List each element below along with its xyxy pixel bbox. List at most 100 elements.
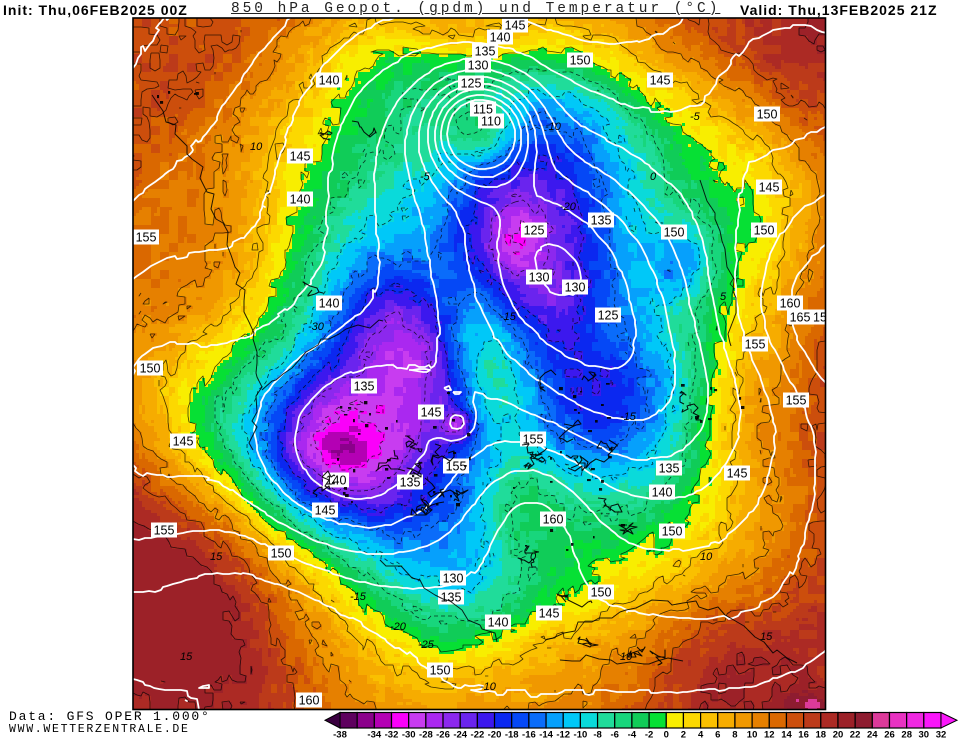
svg-text:140: 140 — [488, 616, 509, 630]
svg-text:10: 10 — [250, 141, 263, 153]
svg-text:145: 145 — [759, 181, 780, 195]
svg-text:-15: -15 — [500, 311, 517, 323]
svg-text:140: 140 — [490, 31, 511, 45]
svg-text:125: 125 — [524, 224, 545, 238]
svg-text:-32: -32 — [385, 730, 399, 741]
svg-text:10: 10 — [700, 551, 713, 563]
svg-text:145: 145 — [315, 504, 336, 518]
svg-text:-30: -30 — [402, 730, 416, 741]
svg-text:20: 20 — [833, 730, 844, 741]
svg-text:155: 155 — [136, 231, 157, 245]
svg-text:0: 0 — [664, 730, 669, 741]
svg-text:22: 22 — [850, 730, 861, 741]
svg-text:10: 10 — [620, 651, 633, 663]
svg-text:135: 135 — [591, 214, 612, 228]
svg-text:110: 110 — [481, 115, 501, 129]
svg-text:-5: -5 — [420, 171, 431, 183]
svg-text:-24: -24 — [453, 730, 467, 741]
svg-text:130: 130 — [468, 59, 489, 73]
svg-text:16: 16 — [798, 730, 809, 741]
svg-text:-15: -15 — [620, 411, 637, 423]
svg-text:4: 4 — [698, 730, 704, 741]
svg-text:6: 6 — [715, 730, 720, 741]
svg-text:115: 115 — [473, 103, 493, 117]
svg-text:24: 24 — [867, 730, 878, 741]
svg-text:-10: -10 — [480, 681, 497, 693]
svg-text:15: 15 — [180, 651, 193, 663]
svg-text:-16: -16 — [522, 730, 536, 741]
svg-text:-5: -5 — [690, 111, 701, 123]
svg-text:140: 140 — [319, 297, 340, 311]
svg-text:125: 125 — [461, 77, 482, 91]
svg-text:150: 150 — [591, 586, 612, 600]
svg-text:-20: -20 — [560, 201, 577, 213]
svg-text:140: 140 — [290, 193, 311, 207]
svg-text:32: 32 — [936, 730, 947, 741]
svg-text:5: 5 — [720, 291, 727, 303]
svg-text:145: 145 — [539, 607, 560, 621]
svg-text:-30: -30 — [308, 321, 325, 333]
svg-text:-15: -15 — [350, 591, 367, 603]
svg-text:28: 28 — [901, 730, 912, 741]
svg-text:-38: -38 — [333, 730, 347, 741]
svg-text:160: 160 — [780, 297, 801, 311]
svg-text:-14: -14 — [539, 730, 553, 741]
svg-text:2: 2 — [681, 730, 686, 741]
svg-text:160: 160 — [299, 694, 320, 708]
svg-text:12: 12 — [764, 730, 775, 741]
svg-text:155: 155 — [745, 338, 766, 352]
svg-text:130: 130 — [565, 281, 586, 295]
svg-text:145: 145 — [650, 74, 671, 88]
svg-text:160: 160 — [543, 513, 564, 527]
svg-text:150: 150 — [757, 108, 778, 122]
svg-text:15: 15 — [760, 631, 773, 643]
svg-text:140: 140 — [652, 486, 673, 500]
svg-text:10: 10 — [747, 730, 758, 741]
svg-text:135: 135 — [659, 462, 680, 476]
svg-text:150: 150 — [754, 224, 775, 238]
svg-text:26: 26 — [884, 730, 895, 741]
svg-text:0: 0 — [650, 171, 657, 183]
svg-text:30: 30 — [919, 730, 930, 741]
svg-text:145: 145 — [421, 406, 442, 420]
svg-text:-18: -18 — [505, 730, 519, 741]
svg-text:150: 150 — [664, 226, 685, 240]
svg-text:145: 145 — [173, 435, 194, 449]
svg-text:-34: -34 — [367, 730, 381, 741]
svg-text:-26: -26 — [436, 730, 450, 741]
svg-text:135: 135 — [475, 45, 496, 59]
svg-text:150: 150 — [430, 664, 451, 678]
svg-text:-4: -4 — [628, 730, 637, 741]
svg-text:-28: -28 — [419, 730, 433, 741]
svg-text:8: 8 — [732, 730, 737, 741]
svg-text:135: 135 — [441, 591, 462, 605]
svg-text:155: 155 — [786, 394, 807, 408]
svg-text:14: 14 — [781, 730, 792, 741]
svg-text:150: 150 — [662, 525, 683, 539]
svg-text:145: 145 — [727, 467, 748, 481]
svg-text:18: 18 — [816, 730, 827, 741]
svg-text:155: 155 — [523, 433, 544, 447]
svg-text:-25: -25 — [418, 639, 435, 651]
svg-text:15: 15 — [813, 311, 827, 325]
svg-text:135: 135 — [400, 476, 421, 490]
svg-text:150: 150 — [570, 54, 591, 68]
svg-text:-22: -22 — [471, 730, 485, 741]
svg-text:0: 0 — [530, 551, 537, 563]
svg-text:-12: -12 — [556, 730, 570, 741]
svg-text:155: 155 — [154, 524, 175, 538]
svg-text:-2: -2 — [645, 730, 653, 741]
svg-text:140: 140 — [319, 74, 340, 88]
svg-text:-8: -8 — [593, 730, 601, 741]
svg-text:-6: -6 — [610, 730, 618, 741]
svg-text:-10: -10 — [545, 121, 562, 133]
svg-text:150: 150 — [140, 362, 161, 376]
svg-text:125: 125 — [598, 309, 619, 323]
svg-text:-20: -20 — [488, 730, 502, 741]
svg-text:-10: -10 — [574, 730, 588, 741]
svg-text:135: 135 — [354, 380, 375, 394]
svg-text:165: 165 — [790, 311, 811, 325]
svg-text:-20: -20 — [390, 621, 407, 633]
svg-text:15: 15 — [210, 551, 223, 563]
svg-text:150: 150 — [271, 547, 292, 561]
